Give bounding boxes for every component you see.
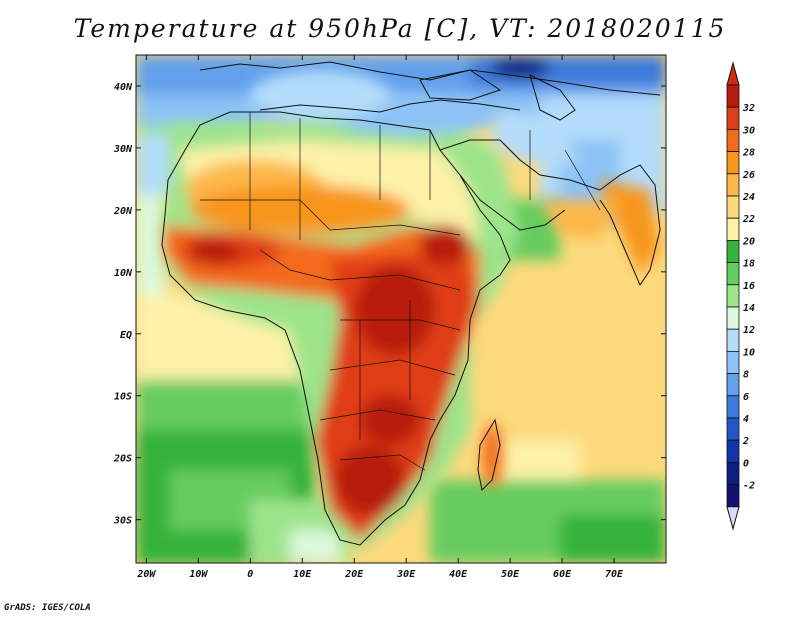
lon-tick-label: 20W <box>136 569 156 580</box>
colorbar-swatch <box>726 106 740 130</box>
colorbar-swatch <box>726 461 740 485</box>
colorbar-swatch <box>726 128 740 152</box>
grads-credit: GrADS: IGES/COLA <box>4 603 91 613</box>
colorbar-label: 10 <box>743 347 755 358</box>
lat-tick-label: 40N <box>114 82 133 93</box>
colorbar-label: 14 <box>743 303 755 314</box>
map-title: Temperature at 950hPa [C], VT: 201802011… <box>73 14 727 43</box>
latitude-axis: 40N 30N 20N 10N EQ 10S 20S 30S <box>113 82 666 527</box>
lat-tick-label: 30N <box>113 144 133 155</box>
lon-tick-label: 0 <box>247 569 253 580</box>
colorbar-swatch <box>726 395 740 419</box>
colorbar-swatch <box>726 151 740 175</box>
colorbar-label: 8 <box>743 370 749 381</box>
colorbar-swatch <box>726 284 740 308</box>
colorbar-label: 4 <box>743 414 749 425</box>
colorbar-label: 28 <box>742 148 755 159</box>
lon-tick-label: 60E <box>553 569 572 580</box>
lat-tick-label: 10S <box>114 392 132 403</box>
colorbar-label: 22 <box>742 214 755 225</box>
colorbar-label: 30 <box>742 125 755 136</box>
colorbar-label: 26 <box>742 170 755 181</box>
lon-tick-label: 50E <box>501 569 520 580</box>
lat-tick-label: 20S <box>113 454 132 465</box>
colorbar-label: 18 <box>743 259 755 270</box>
lon-tick-label: 30E <box>396 569 416 580</box>
colorbar-label: 16 <box>743 281 755 292</box>
lon-tick-label: 20E <box>344 569 364 580</box>
lon-tick-label: 70E <box>605 569 624 580</box>
colorbar-label: 2 <box>742 436 749 447</box>
lat-tick-label: EQ <box>120 330 132 341</box>
colorbar-label: 12 <box>743 325 755 336</box>
colorbar-label: 0 <box>743 458 749 469</box>
colorbar-swatch <box>726 239 740 263</box>
colorbar-swatch <box>726 262 740 286</box>
lat-tick-label: 30S <box>113 516 132 527</box>
colorbar-swatch <box>726 173 740 197</box>
colorbar-swatch <box>726 373 740 397</box>
colorbar-swatch <box>726 306 740 330</box>
colorbar-swatch <box>726 328 740 352</box>
longitude-axis: 20W 10W 0 10E 20E 30E 40E 50E 60E 70E <box>136 55 624 580</box>
country-borders <box>200 112 601 471</box>
colorbar-swatch <box>726 439 740 463</box>
lon-tick-label: 40E <box>449 569 468 580</box>
colorbar-overflow-triangle <box>726 61 740 86</box>
colorbar-swatch <box>726 195 740 219</box>
colorbar-swatch <box>726 217 740 241</box>
lon-tick-label: 10E <box>293 569 312 580</box>
colorbar-label: 32 <box>742 103 755 114</box>
lat-tick-label: 10N <box>114 268 133 279</box>
colorbar-swatch <box>726 84 740 108</box>
colorbar-label: 6 <box>743 392 749 403</box>
colorbar-label: -2 <box>743 481 755 492</box>
colorbar-label: 24 <box>742 192 755 203</box>
map-frame <box>135 54 667 564</box>
coastlines <box>161 61 661 546</box>
lat-tick-label: 20N <box>113 206 133 217</box>
lon-tick-label: 10W <box>189 569 208 580</box>
colorbar-label: 20 <box>742 236 755 247</box>
colorbar-underflow-triangle <box>726 506 740 531</box>
temperature-field <box>136 55 666 563</box>
colorbar-swatch <box>726 350 740 374</box>
colorbar-swatch <box>726 484 740 508</box>
colorbar-swatch <box>726 417 740 441</box>
